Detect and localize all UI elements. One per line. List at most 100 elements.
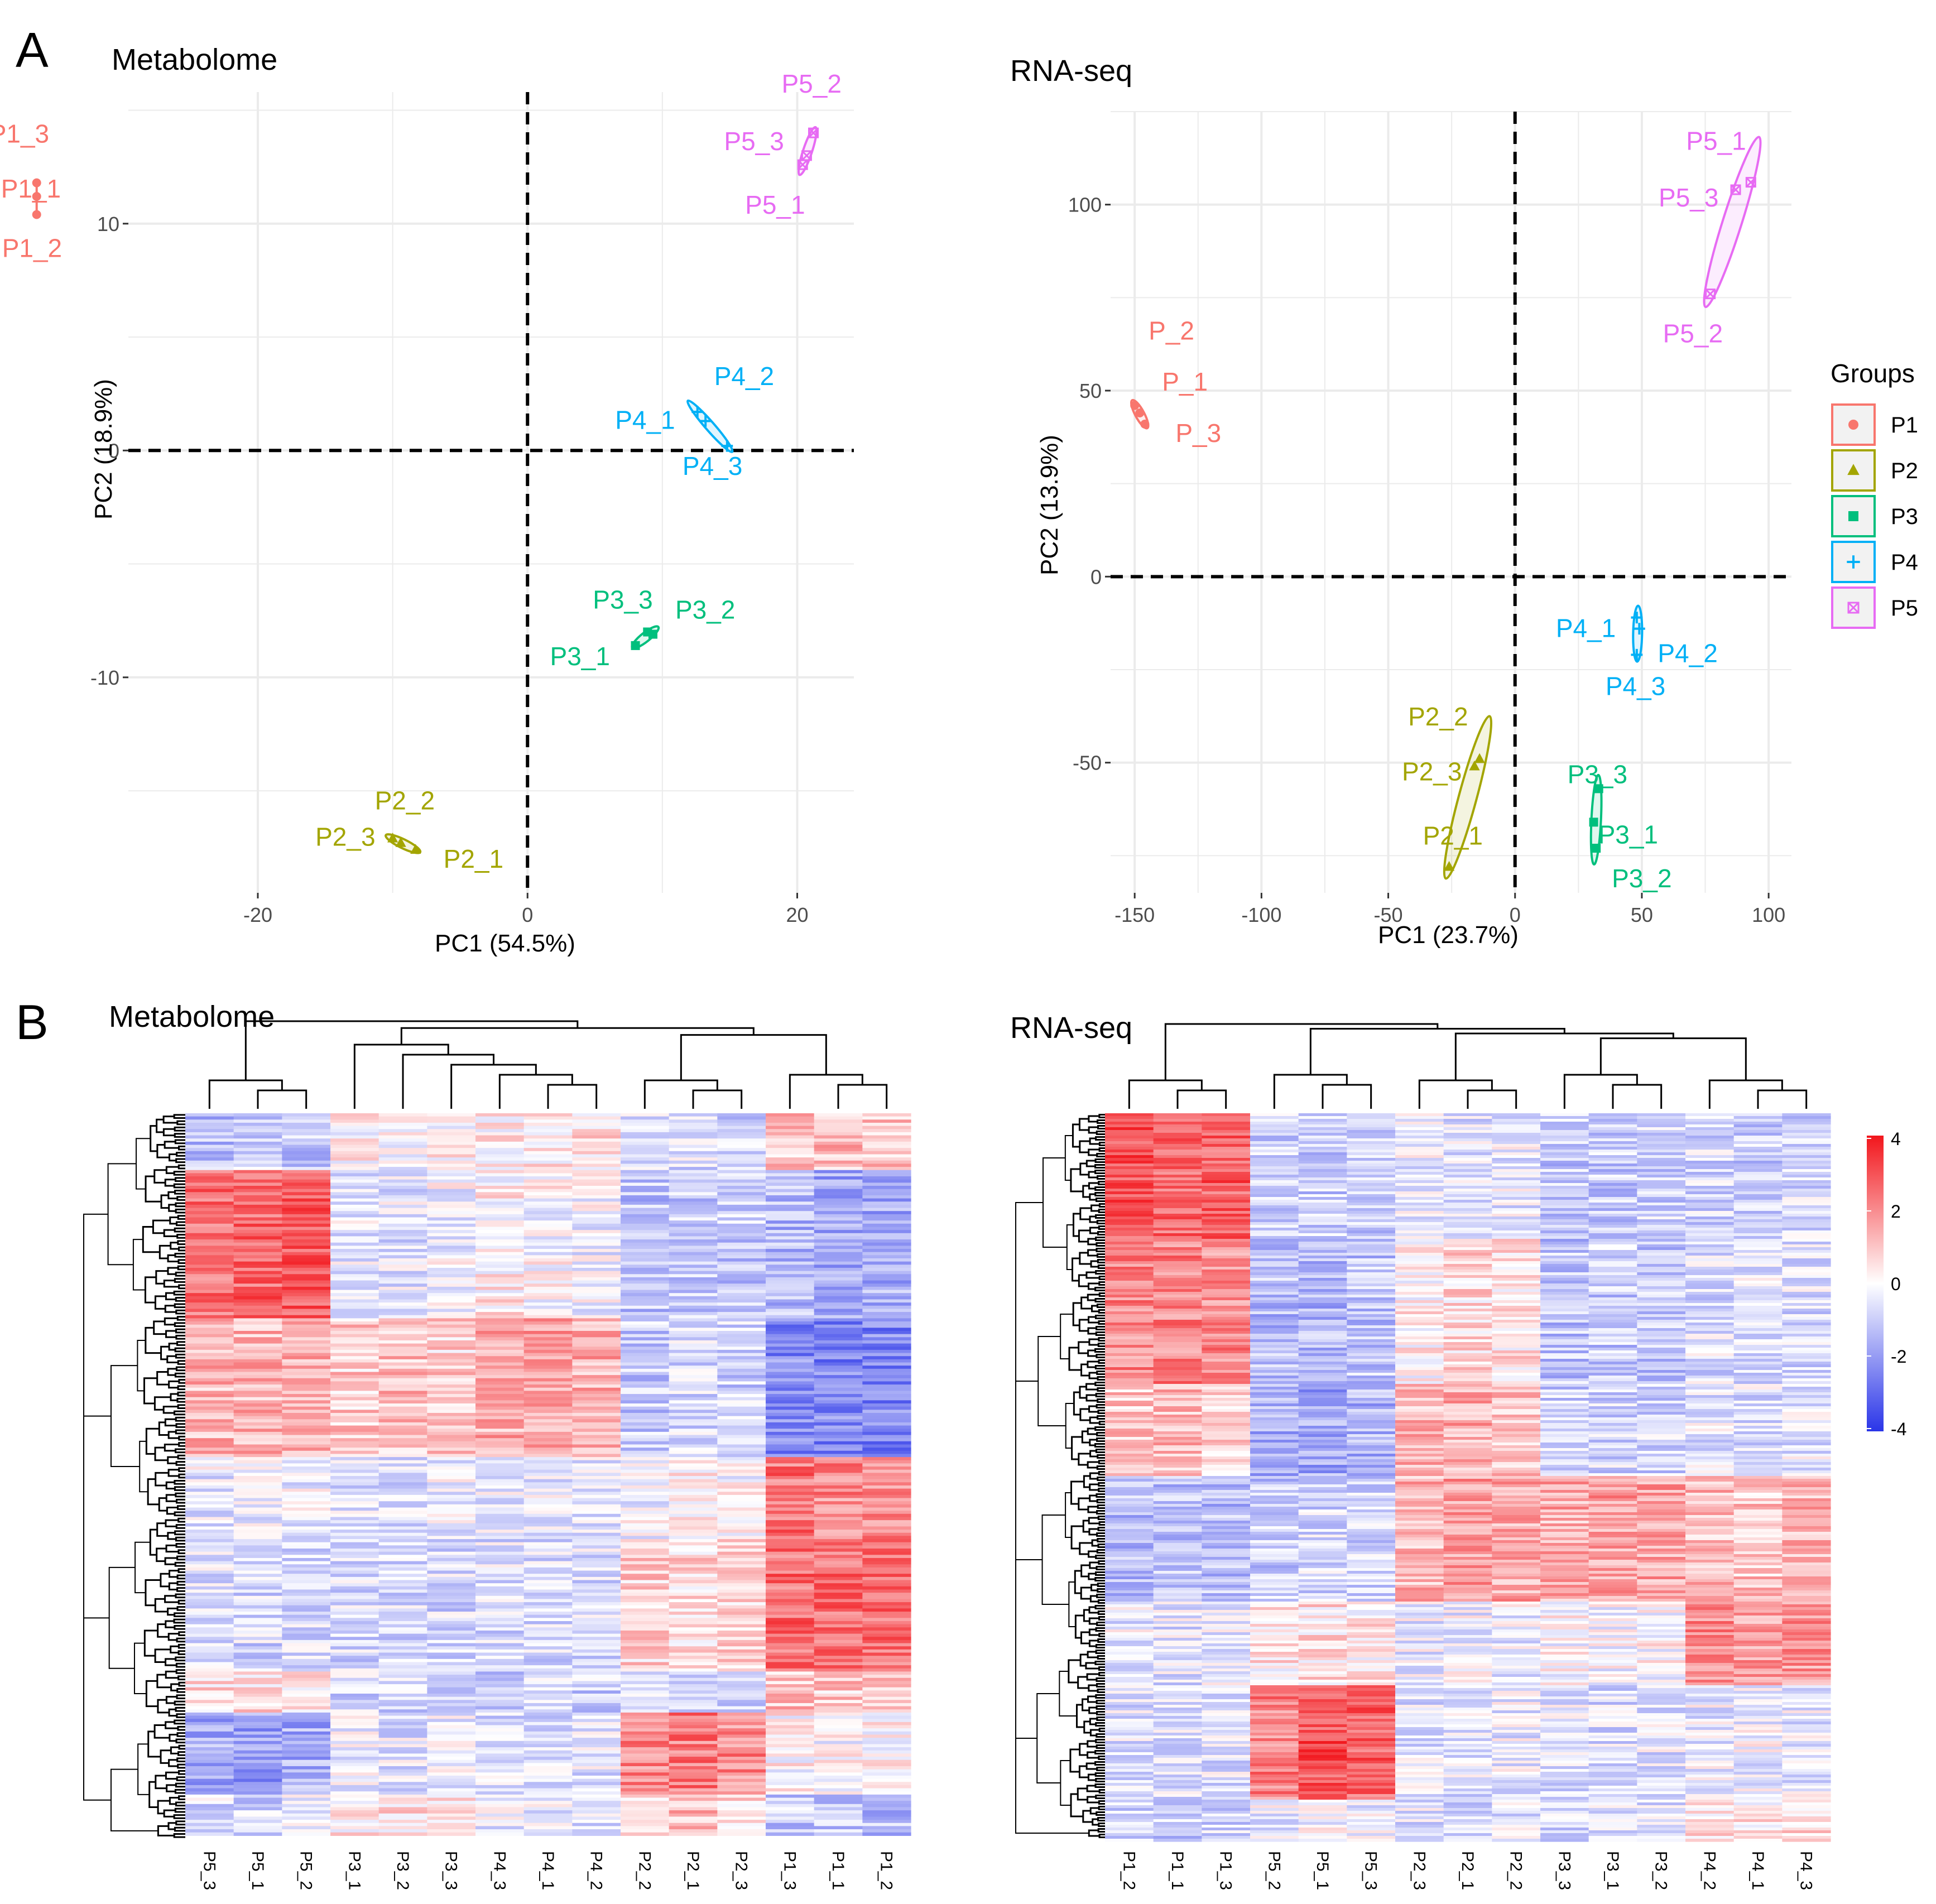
- heatmap-cell: [862, 1387, 911, 1391]
- heatmap-cell: [669, 1759, 718, 1763]
- heatmap-cell: [427, 1223, 476, 1228]
- heatmap-cell: [621, 1309, 670, 1312]
- heatmap-cell: [669, 1220, 718, 1224]
- heatmap-cell: [1782, 1169, 1831, 1172]
- heatmap-cell: [1202, 1144, 1251, 1147]
- heatmap-cell: [814, 1507, 863, 1511]
- heatmap-cell: [185, 1305, 234, 1310]
- heatmap-cell: [523, 1662, 573, 1666]
- heatmap-cell: [1782, 1233, 1831, 1237]
- heatmap-cell: [475, 1665, 525, 1669]
- heatmap-cell: [1298, 1270, 1347, 1273]
- heatmap-cell: [427, 1261, 476, 1265]
- heatmap-cell: [1250, 1219, 1299, 1223]
- heatmap-cell: [1298, 1230, 1347, 1234]
- heatmap-cell: [378, 1753, 427, 1757]
- heatmap-cell: [814, 1621, 863, 1625]
- heatmap-cell: [717, 1176, 766, 1180]
- heatmap-cell: [862, 1448, 911, 1451]
- heatmap-cell: [572, 1816, 621, 1820]
- row-dendrogram-branch: [107, 1163, 137, 1266]
- heatmap-cell: [1250, 1138, 1299, 1142]
- heatmap-cell: [717, 1189, 766, 1193]
- heatmap-cell: [523, 1807, 573, 1811]
- row-dendrogram-branch: [156, 1522, 168, 1537]
- x-tick-label: -20: [243, 903, 272, 926]
- heatmap-cell: [475, 1479, 525, 1483]
- heatmap-cell: [475, 1627, 525, 1631]
- heatmap-cell: [1685, 1236, 1735, 1239]
- heatmap-cell: [475, 1233, 525, 1237]
- heatmap-cell: [233, 1602, 282, 1606]
- heatmap-cell: [427, 1457, 476, 1461]
- heatmap-cell: [1733, 1177, 1783, 1181]
- heatmap-cell: [621, 1633, 670, 1637]
- heatmap-cell: [1637, 1133, 1686, 1136]
- heatmap-cell: [717, 1362, 766, 1366]
- heatmap-cell: [572, 1479, 621, 1483]
- heatmap-cell: [572, 1766, 621, 1770]
- heatmap-cell: [572, 1227, 621, 1230]
- heatmap-cell: [669, 1296, 718, 1300]
- heatmap-cell: [814, 1469, 863, 1473]
- heatmap-cell: [475, 1375, 525, 1379]
- heatmap-cell: [717, 1574, 766, 1578]
- heatmap-cell: [1250, 1205, 1299, 1209]
- heatmap-cell: [1202, 1183, 1251, 1186]
- heatmap-cell: [523, 1511, 573, 1514]
- heatmap-cell: [862, 1690, 911, 1694]
- heatmap-cell: [233, 1463, 282, 1467]
- heatmap-cell: [1782, 1211, 1831, 1214]
- heatmap-cell: [282, 1671, 331, 1675]
- heatmap-cell: [814, 1198, 863, 1202]
- heatmap-cell: [1540, 1214, 1589, 1217]
- heatmap-cell: [330, 1530, 379, 1533]
- heatmap-cell: [427, 1387, 476, 1391]
- heatmap-cell: [862, 1570, 911, 1574]
- heatmap-cell: [862, 1564, 911, 1568]
- heatmap-cell: [475, 1690, 525, 1694]
- heatmap-cell: [378, 1151, 427, 1155]
- heatmap-cell: [1347, 1286, 1396, 1290]
- row-dendrogram-branch: [110, 1365, 140, 1468]
- heatmap-cell: [523, 1738, 573, 1742]
- heatmap-cell: [427, 1431, 476, 1436]
- row-dendrogram-branch: [165, 1544, 179, 1553]
- heatmap-cell: [1298, 1180, 1347, 1184]
- heatmap-cell: [621, 1375, 670, 1379]
- heatmap-cell: [766, 1630, 815, 1634]
- heatmap-cell: [185, 1630, 234, 1634]
- heatmap-cell: [669, 1340, 718, 1344]
- heatmap-cell: [330, 1113, 379, 1117]
- heatmap-cell: [330, 1372, 379, 1376]
- heatmap-cell: [862, 1337, 911, 1341]
- heatmap-cell: [814, 1624, 863, 1628]
- heatmap-cell: [766, 1160, 815, 1165]
- heatmap-cell: [185, 1148, 234, 1152]
- heatmap-cell: [523, 1258, 573, 1262]
- y-tick-label: 0: [1090, 565, 1102, 588]
- heatmap-cell: [814, 1467, 863, 1470]
- heatmap-cell: [1153, 1270, 1202, 1273]
- heatmap-cell: [1492, 1205, 1541, 1209]
- heatmap-cell: [1395, 1141, 1444, 1145]
- heatmap-cell: [1202, 1297, 1251, 1301]
- heatmap-cell: [862, 1182, 911, 1186]
- row-dendrogram-branch: [144, 1276, 156, 1304]
- heatmap-cell: [233, 1119, 282, 1123]
- heatmap-cell: [233, 1331, 282, 1335]
- heatmap-cell: [523, 1639, 573, 1644]
- heatmap-cell: [282, 1605, 331, 1609]
- heatmap-cell: [427, 1429, 476, 1432]
- heatmap-cell: [572, 1492, 621, 1496]
- heatmap-cell: [427, 1605, 476, 1609]
- heatmap-cell: [717, 1665, 766, 1669]
- heatmap-cell: [282, 1397, 331, 1401]
- heatmap-cell: [766, 1366, 815, 1369]
- heatmap-cell: [233, 1145, 282, 1148]
- heatmap-cell: [378, 1766, 427, 1770]
- heatmap-cell: [621, 1567, 670, 1571]
- heatmap-cell: [766, 1239, 815, 1243]
- heatmap-cell: [185, 1738, 234, 1742]
- heatmap-cell: [185, 1397, 234, 1401]
